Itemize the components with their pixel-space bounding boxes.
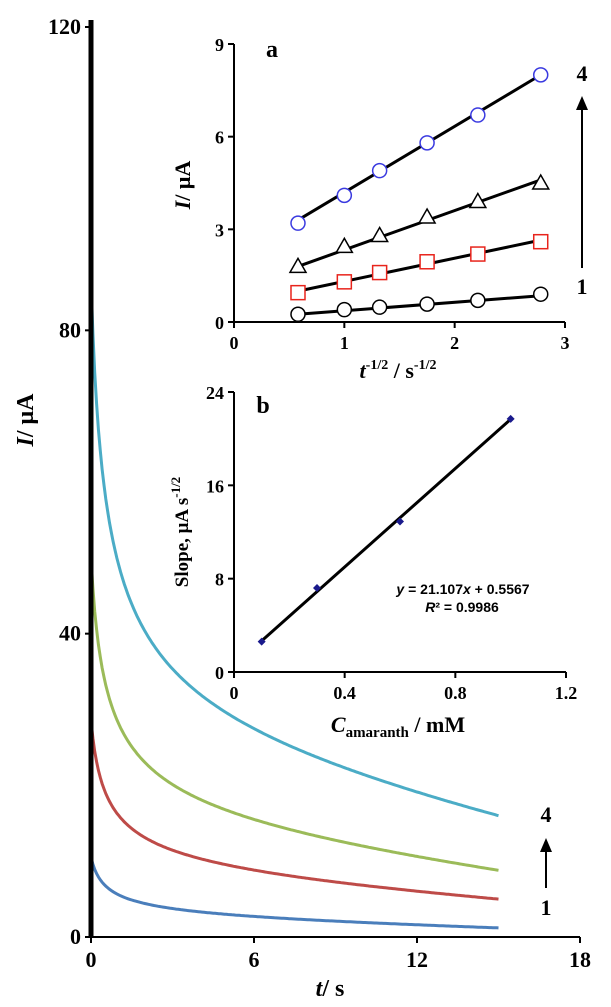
inset-a-y-tick-label: 0 [215,313,224,333]
inset-a-point-series-1 [532,286,549,302]
inset-a-y-tick-label: 6 [215,128,224,148]
inset-a-point-series-3 [370,225,389,243]
inset-a-point-series-4 [470,107,486,123]
inset-a-point-series-3 [288,256,308,274]
inset-a-points [288,67,551,323]
main-series-line-3 [89,557,499,872]
inset-b-x-tick-label: 0 [230,683,239,703]
main-series [89,280,499,930]
inset-b-y-tick-label: 8 [215,570,224,590]
main-order-label-high: 4 [541,802,552,827]
inset-b-ticks: 0 0.4 0.8 1.2 0 8 16 24 [206,383,577,703]
inset-a-point-series-2 [419,254,435,270]
main-y-tick-label: 40 [59,621,81,646]
inset-b-point [506,414,515,423]
main-series-line-4 [89,280,499,818]
inset-a-point-series-2 [470,246,486,262]
inset-a-ticks: 0 1 2 3 0 3 6 9 [215,35,570,353]
inset-a-chart: a 0 1 2 3 0 3 6 9 t-1/2 / s-1/2 I/ μA 4 1 [170,35,588,383]
inset-a-order-label-high: 4 [577,61,588,86]
inset-a-order-arrowhead [576,96,588,110]
inset-a-point-series-3 [468,192,488,209]
inset-a-point-series-4 [336,187,353,204]
inset-a-y-tick-label: 9 [215,35,224,55]
main-x-tick-label: 12 [406,947,428,972]
inset-b-y-axis-label: Slope, μA s-1/2 [168,477,193,587]
inset-a-x-axis-label: t-1/2 / s-1/2 [360,358,437,383]
inset-a-point-series-4 [532,67,549,83]
inset-b-equation: y = 21.107x + 0.5567 [395,581,529,597]
inset-b-x-tick-label: 0.8 [444,683,467,703]
main-order-arrowhead [540,838,552,852]
main-y-axis-label: I/ μA [13,393,39,448]
main-series-line-1 [89,856,499,930]
inset-b-x-axis-label: Camaranth / mM [331,712,465,741]
inset-a-point-series-2 [371,264,388,281]
inset-b-fit-line [260,418,512,643]
inset-b-chart: b 0 0.4 0.8 1.2 0 8 16 24 Camaranth / mM Slope,… [168,383,577,741]
inset-a-fit-line-4 [297,73,542,222]
inset-a-y-tick-label: 3 [215,220,224,240]
inset-a-point-series-1 [470,292,486,309]
inset-a-x-tick-label: 0 [230,333,239,353]
main-order-label-low: 1 [541,895,552,920]
inset-a-panel-label: a [266,37,278,63]
main-x-tick-label: 6 [249,947,260,972]
inset-a-fit-lines [297,73,542,316]
inset-a-fit-line-1 [297,294,541,316]
inset-a-point-series-1 [419,296,435,312]
inset-b-points [257,414,515,646]
main-y-tick-label: 0 [70,924,81,949]
inset-a-x-tick-label: 1 [340,333,349,353]
main-x-tick-label: 18 [569,947,591,972]
inset-a-order-label-low: 1 [577,274,588,299]
inset-b-x-tick-label: 0.4 [333,683,356,703]
inset-a-y-axis-label: I/ μA [170,161,195,211]
inset-a-point-series-1 [290,306,306,323]
inset-b-y-tick-label: 16 [206,476,224,496]
inset-b-point [396,517,404,526]
inset-b-r-squared: R² = 0.9986 [425,599,499,615]
inset-b-panel-label: b [256,393,269,419]
main-x-tick-label: 0 [86,947,97,972]
inset-a-point-series-4 [290,215,306,231]
main-y-tick-label: 80 [59,317,81,342]
main-x-axis-label: t/ s [316,976,345,1002]
inset-a-x-tick-label: 3 [561,333,570,353]
main-y-tick-label: 120 [48,14,81,39]
inset-a-point-series-3 [417,207,437,224]
inset-a-point-series-2 [336,274,353,290]
inset-b-point [313,584,321,592]
inset-b-x-tick-label: 1.2 [555,683,578,703]
inset-a-point-series-2 [532,233,549,250]
inset-b-y-tick-label: 24 [206,383,224,403]
inset-a-x-tick-label: 2 [450,333,459,353]
inset-b-y-tick-label: 0 [215,663,224,683]
main-series-line-2 [89,720,499,901]
inset-a-point-series-4 [419,135,435,151]
inset-a-point-series-3 [335,236,354,254]
inset-a-point-series-1 [371,299,388,315]
inset-a-point-series-3 [531,173,551,190]
inset-b-point [257,637,266,646]
inset-a-point-series-4 [371,162,388,179]
inset-a-point-series-2 [290,284,306,301]
inset-a-point-series-1 [336,301,353,318]
inset-b-fit-line [260,418,512,643]
